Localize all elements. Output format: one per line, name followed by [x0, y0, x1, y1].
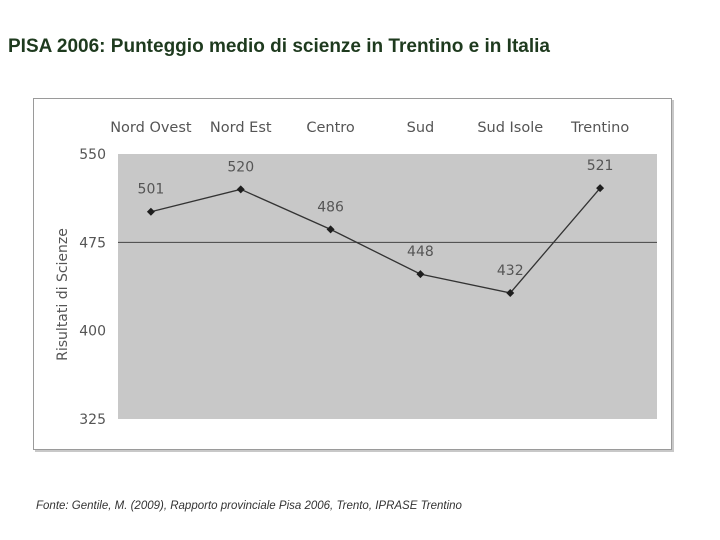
source-note: Fonte: Gentile, M. (2009), Rapporto prov…: [36, 500, 462, 512]
data-label: 520: [227, 159, 254, 175]
data-point-marker: [596, 184, 605, 193]
category-label: Nord Ovest: [110, 120, 192, 136]
category-label: Sud Isole: [477, 120, 543, 136]
slide-title: PISA 2006: Punteggio medio di scienze in…: [8, 36, 550, 57]
category-label: Nord Est: [210, 120, 272, 136]
category-label: Sud: [407, 120, 435, 136]
category-label: Trentino: [570, 120, 629, 136]
data-label: 448: [407, 244, 434, 260]
plot-area: [118, 154, 657, 419]
chart-frame: 550 475 400 325 Risultati di Scienze Nord Ove…: [33, 98, 672, 450]
data-point-marker: [326, 225, 335, 234]
data-label: 432: [497, 263, 524, 279]
data-label: 486: [317, 199, 344, 215]
data-point-marker: [146, 207, 155, 216]
y-tick-label: 400: [79, 324, 106, 340]
data-label: 501: [138, 182, 165, 198]
data-point-marker: [416, 270, 425, 279]
data-point-marker: [236, 185, 245, 194]
y-tick-label: 475: [79, 235, 106, 251]
y-tick-label: 550: [79, 147, 106, 163]
data-point-marker: [506, 288, 515, 297]
line-chart: 550 475 400 325 Risultati di Scienze Nord Ove…: [55, 120, 657, 428]
y-tick-label: 325: [79, 412, 106, 428]
category-label: Centro: [306, 120, 355, 136]
series-line: [150, 187, 601, 294]
y-axis-label: Risultati di Scienze: [55, 228, 71, 361]
data-label: 521: [587, 158, 614, 174]
